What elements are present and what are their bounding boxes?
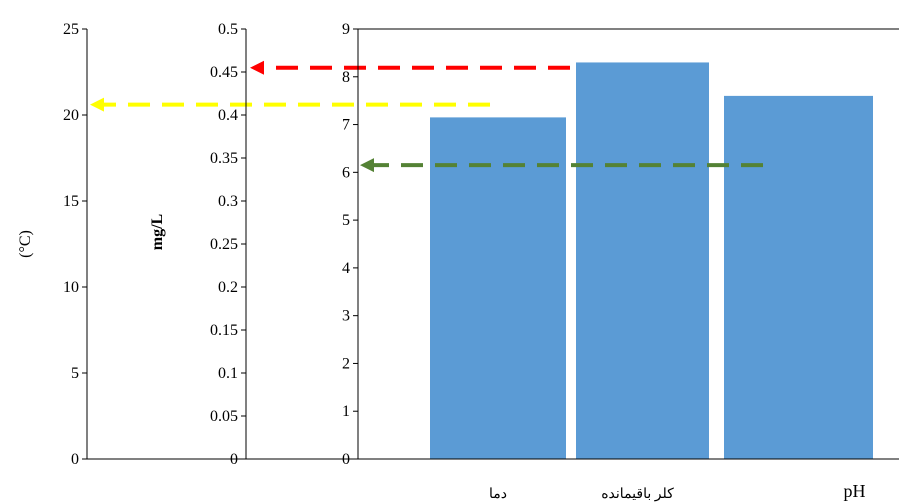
ph-tick-label: 9 — [342, 21, 350, 38]
chlorine-arrow-head — [250, 60, 264, 75]
ph-arrow-head — [360, 158, 374, 173]
temperature-tick-label: 25 — [63, 21, 79, 38]
ph-arrow — [360, 158, 763, 173]
chlorine-tick-label: 0.1 — [218, 365, 238, 382]
ph-tick-label: 4 — [342, 260, 350, 277]
ph-tick-label: 3 — [342, 308, 350, 325]
ph-tick-label: 5 — [342, 212, 350, 229]
chlorine-tick-label: 0.25 — [210, 236, 238, 253]
labels-layer: دما کلر باقیمانده pH051015202500.050.10.15… — [17, 21, 866, 502]
ph-tick-label: 1 — [342, 403, 350, 420]
category-label-3: pH — [844, 481, 866, 501]
chlorine-tick-label: 0.35 — [210, 150, 238, 167]
chlorine-tick-label: 0.4 — [218, 107, 238, 124]
category-label-2: کلر باقیمانده — [601, 487, 674, 502]
category-label-1: دما — [489, 487, 507, 502]
bar-2 — [576, 62, 709, 459]
temperature-tick-label: 10 — [63, 279, 79, 296]
bar-1 — [430, 117, 566, 459]
chlorine-tick-label: 0.3 — [218, 193, 238, 210]
arrows-layer — [90, 60, 763, 173]
temperature-arrow-head — [90, 97, 104, 112]
chlorine-tick-label: 0.45 — [210, 64, 238, 81]
temperature-tick-label: 0 — [71, 451, 79, 468]
ph-tick-label: 7 — [342, 117, 350, 134]
axes-layer — [82, 28, 899, 460]
chlorine-tick-label: 0.05 — [210, 408, 238, 425]
chlorine-tick-label: 0.2 — [218, 279, 238, 296]
bars-layer — [430, 62, 873, 459]
temperature-tick-label: 20 — [63, 107, 79, 124]
temperature-arrow — [90, 97, 490, 112]
ph-tick-label: 0 — [342, 451, 350, 468]
chlorine-arrow — [250, 60, 570, 75]
temperature-axis-title: (°C) — [17, 230, 34, 258]
temperature-tick-label: 5 — [71, 365, 79, 382]
ph-tick-label: 6 — [342, 164, 350, 181]
chlorine-axis-title: mg/L — [149, 214, 166, 250]
bar-3 — [724, 95, 873, 459]
chlorine-tick-label: 0.15 — [210, 322, 238, 339]
ph-tick-label: 2 — [342, 355, 350, 372]
temperature-tick-label: 15 — [63, 193, 79, 210]
ph-tick-label: 8 — [342, 69, 350, 86]
chlorine-tick-label: 0.5 — [218, 21, 238, 38]
chlorine-tick-label: 0 — [230, 451, 238, 468]
